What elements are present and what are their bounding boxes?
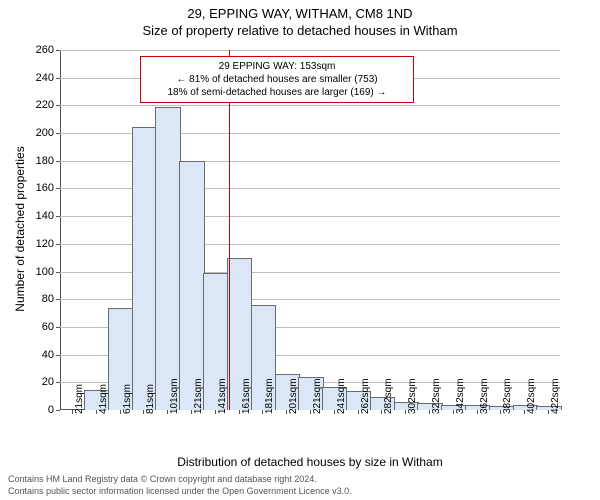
attribution: Contains HM Land Registry data © Crown c… [8, 474, 352, 497]
x-tick-mark [429, 410, 430, 414]
x-tick-mark [215, 410, 216, 414]
x-tick-mark [120, 410, 121, 414]
y-axis-title: Number of detached properties [13, 129, 27, 329]
x-tick-mark [310, 410, 311, 414]
annotation-line-3: 18% of semi-detached houses are larger (… [147, 86, 407, 99]
reference-line [229, 50, 230, 410]
x-tick-mark [358, 410, 359, 414]
chart-root: 29, EPPING WAY, WITHAM, CM8 1ND Size of … [0, 0, 600, 500]
x-tick-mark [191, 410, 192, 414]
y-tick-label: 180 [36, 155, 60, 167]
y-tick-label: 140 [36, 210, 60, 222]
x-axis-title: Distribution of detached houses by size … [60, 455, 560, 469]
x-tick-mark [334, 410, 335, 414]
histogram-bar [155, 107, 180, 410]
chart-title-sub: Size of property relative to detached ho… [0, 21, 600, 38]
x-tick-mark [477, 410, 478, 414]
grid-line [60, 105, 560, 106]
y-tick-label: 200 [36, 127, 60, 139]
x-tick-mark [239, 410, 240, 414]
y-tick-label: 160 [36, 182, 60, 194]
histogram-bar [132, 127, 157, 410]
x-tick-label: 422sqm [550, 378, 561, 414]
attribution-line-1: Contains HM Land Registry data © Crown c… [8, 474, 352, 486]
x-tick-mark [453, 410, 454, 414]
annotation-box: 29 EPPING WAY: 153sqm ← 81% of detached … [140, 56, 414, 103]
y-tick-label: 0 [48, 404, 60, 416]
x-tick-mark [548, 410, 549, 414]
y-tick-label: 120 [36, 238, 60, 250]
y-tick-label: 20 [42, 376, 60, 388]
histogram-bar [179, 161, 204, 410]
y-tick-label: 40 [42, 349, 60, 361]
x-tick-mark [96, 410, 97, 414]
grid-line [60, 50, 560, 51]
y-tick-label: 80 [42, 293, 60, 305]
y-tick-label: 100 [36, 266, 60, 278]
chart-title-main: 29, EPPING WAY, WITHAM, CM8 1ND [0, 0, 600, 21]
x-tick-mark [167, 410, 168, 414]
y-axis-line [60, 50, 61, 410]
annotation-line-2: ← 81% of detached houses are smaller (75… [147, 73, 407, 86]
plot-area: 02040608010012014016018020022024026021sq… [60, 50, 560, 410]
y-tick-label: 240 [36, 72, 60, 84]
attribution-line-2: Contains public sector information licen… [8, 486, 352, 498]
y-tick-label: 260 [36, 44, 60, 56]
annotation-line-1: 29 EPPING WAY: 153sqm [147, 60, 407, 73]
x-tick-mark [72, 410, 73, 414]
y-tick-label: 220 [36, 99, 60, 111]
y-tick-label: 60 [42, 321, 60, 333]
